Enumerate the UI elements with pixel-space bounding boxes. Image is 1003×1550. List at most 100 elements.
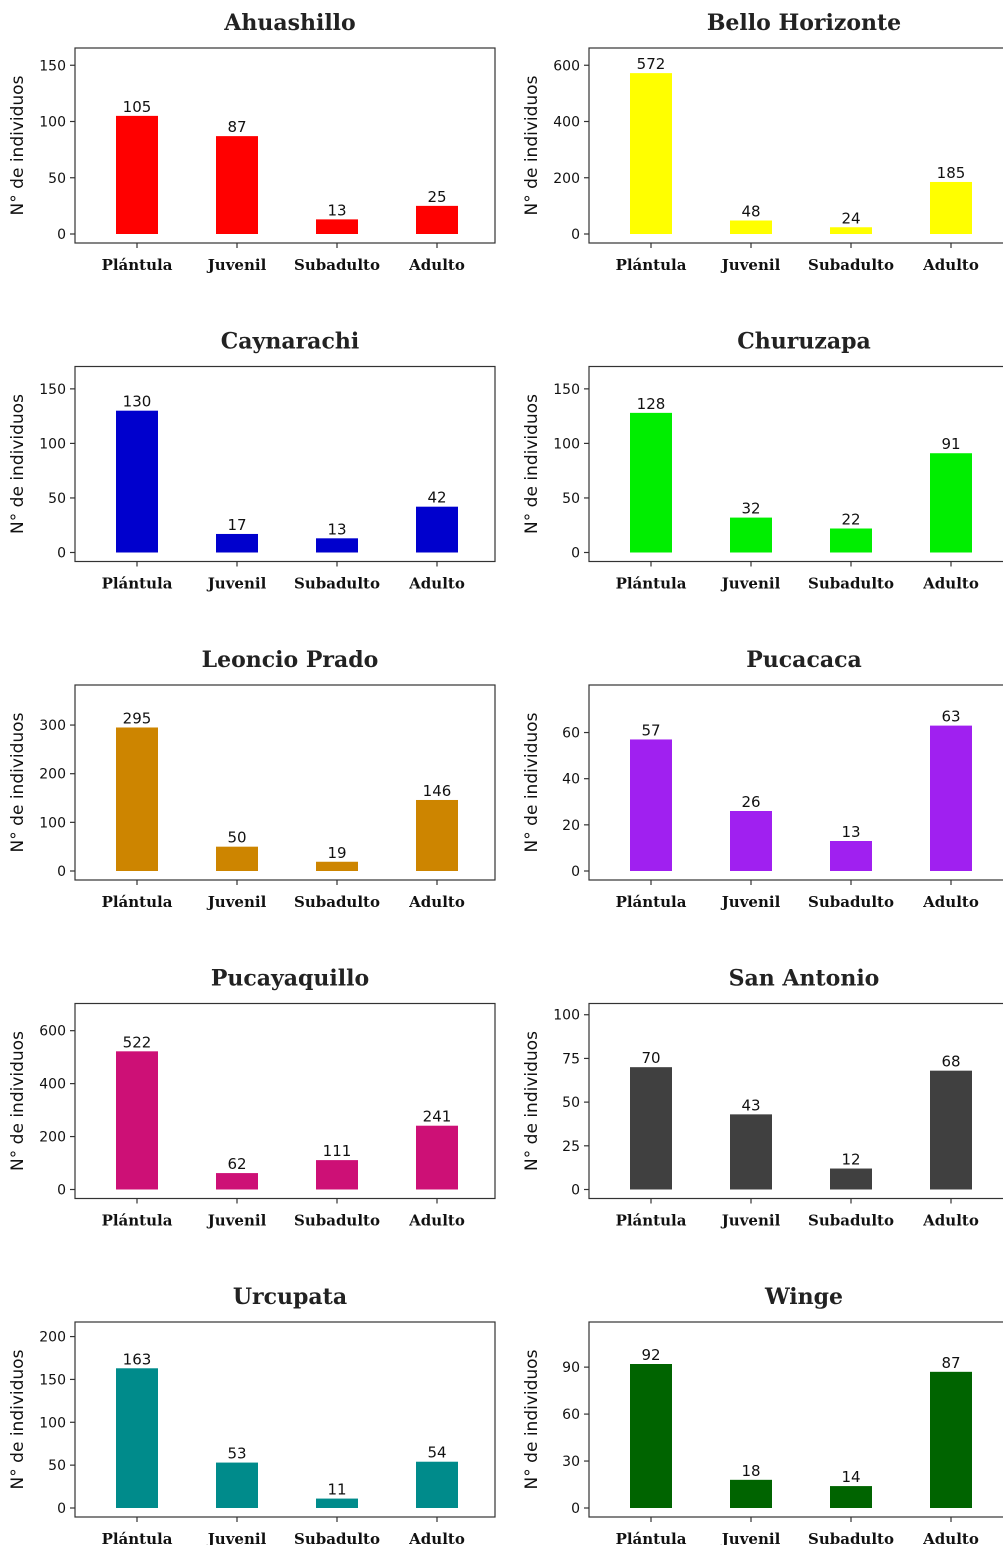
data-label: 54 (427, 1444, 446, 1462)
bar (416, 1125, 458, 1190)
bar (316, 219, 358, 234)
x-tick-label: Juvenil (206, 1212, 267, 1230)
x-tick-label: Plántula (102, 1212, 173, 1230)
data-label: 241 (423, 1108, 452, 1126)
y-tick-label: 600 (553, 58, 580, 74)
data-label: 42 (427, 489, 446, 507)
y-tick-label: 400 (39, 1077, 66, 1093)
bar (930, 1070, 972, 1190)
y-tick-label: 100 (39, 1415, 66, 1431)
x-tick-label: Adulto (408, 1212, 465, 1230)
data-label: 19 (327, 844, 346, 862)
data-label: 12 (841, 1151, 860, 1169)
x-tick-label: Plántula (616, 1212, 687, 1230)
bar (216, 533, 258, 553)
x-tick-label: Juvenil (720, 1530, 781, 1545)
chart-title: Pucacaca (746, 647, 862, 673)
x-tick-label: Subadulto (808, 575, 894, 593)
data-label: 92 (641, 1346, 660, 1364)
y-axis-label: N° de individuos (8, 1031, 28, 1171)
y-axis-label: N° de individuos (522, 75, 542, 215)
y-tick-label: 0 (57, 1501, 66, 1517)
data-label: 24 (841, 209, 860, 227)
x-tick-label: Adulto (922, 1212, 979, 1230)
bar (316, 1498, 358, 1508)
data-label: 295 (123, 709, 152, 727)
chart-panel: Pucacaca N° de individuos 0 20 40 60 57 Plántul… (522, 647, 1003, 911)
y-tick-label: 100 (553, 436, 580, 452)
data-label: 146 (423, 782, 452, 800)
y-tick-label: 100 (39, 436, 66, 452)
chart-title: Pucayaquillo (211, 966, 369, 992)
x-tick-label: Adulto (922, 893, 979, 911)
data-label: 32 (741, 500, 760, 518)
bar (830, 841, 872, 871)
data-label: 105 (123, 98, 152, 116)
y-tick-label: 200 (553, 171, 580, 187)
y-axis-label: N° de individuos (522, 394, 542, 534)
y-tick-label: 0 (57, 1183, 66, 1199)
bar (730, 1479, 772, 1508)
data-label: 91 (941, 435, 960, 453)
chart-panel: Pucayaquillo N° de individuos 0 200 400 600 52… (8, 966, 496, 1230)
x-tick-label: Plántula (102, 256, 173, 274)
x-tick-label: Adulto (408, 575, 465, 593)
y-tick-label: 20 (562, 818, 580, 834)
x-tick-label: Subadulto (294, 1212, 380, 1230)
data-label: 43 (741, 1096, 760, 1114)
chart-panel: Winge N° de individuos 0 30 60 90 92 Plántula 18… (522, 1284, 1003, 1548)
y-tick-label: 300 (39, 718, 66, 734)
bar (630, 73, 672, 234)
chart-panel: Urcupata N° de individuos 0 50 100 150 200 163 P… (8, 1284, 496, 1548)
bar (930, 725, 972, 871)
bar (830, 528, 872, 553)
data-label: 13 (327, 201, 346, 219)
chart-title: Bello Horizonte (707, 10, 901, 36)
bar (630, 739, 672, 871)
data-label: 13 (841, 823, 860, 841)
x-tick-label: Subadulto (294, 575, 380, 593)
x-tick-label: Juvenil (206, 575, 267, 593)
chart-title: Urcupata (233, 1284, 347, 1310)
x-tick-label: Adulto (922, 575, 979, 593)
data-label: 63 (941, 708, 960, 726)
data-label: 11 (327, 1481, 346, 1499)
x-tick-label: Juvenil (206, 893, 267, 911)
data-label: 70 (641, 1049, 660, 1067)
data-label: 87 (941, 1354, 960, 1372)
chart-title: Winge (764, 1284, 843, 1310)
data-label: 14 (841, 1468, 860, 1486)
x-tick-label: Juvenil (206, 1530, 267, 1545)
x-tick-label: Adulto (408, 1530, 465, 1545)
y-tick-label: 50 (48, 171, 66, 187)
data-label: 185 (937, 164, 966, 182)
plot-frame (74, 47, 496, 244)
chart-panel: Ahuashillo N° de individuos 0 50 100 150 105 Pl… (8, 10, 496, 274)
chart-title: Leoncio Prado (202, 647, 379, 673)
data-label: 50 (227, 829, 246, 847)
plot-frame (588, 1002, 1003, 1200)
bar (116, 115, 158, 234)
x-tick-label: Juvenil (720, 256, 781, 274)
bar (730, 220, 772, 234)
x-tick-label: Juvenil (720, 575, 781, 593)
y-tick-label: 0 (571, 1183, 580, 1199)
y-tick-label: 150 (39, 382, 66, 398)
data-label: 57 (641, 721, 660, 739)
data-label: 130 (123, 393, 152, 411)
plot-frame (588, 1321, 1003, 1518)
y-tick-label: 60 (562, 726, 580, 742)
y-tick-label: 200 (39, 1330, 66, 1346)
bar (216, 846, 258, 871)
chart-panel: Leoncio Prado N° de individuos 0 100 200 300 2… (8, 647, 496, 911)
x-tick-label: Plántula (616, 256, 687, 274)
y-tick-label: 200 (39, 1130, 66, 1146)
chart-panel: Bello Horizonte N° de individuos 0 200 400 60… (522, 10, 1003, 274)
data-label: 163 (123, 1350, 152, 1368)
chart-panel: San Antonio N° de individuos 0 25 50 75 100 70 P… (522, 966, 1003, 1230)
x-tick-label: Juvenil (720, 893, 781, 911)
x-tick-label: Plántula (102, 1530, 173, 1545)
bar (930, 181, 972, 234)
data-label: 572 (637, 55, 666, 73)
y-tick-label: 60 (562, 1407, 580, 1423)
